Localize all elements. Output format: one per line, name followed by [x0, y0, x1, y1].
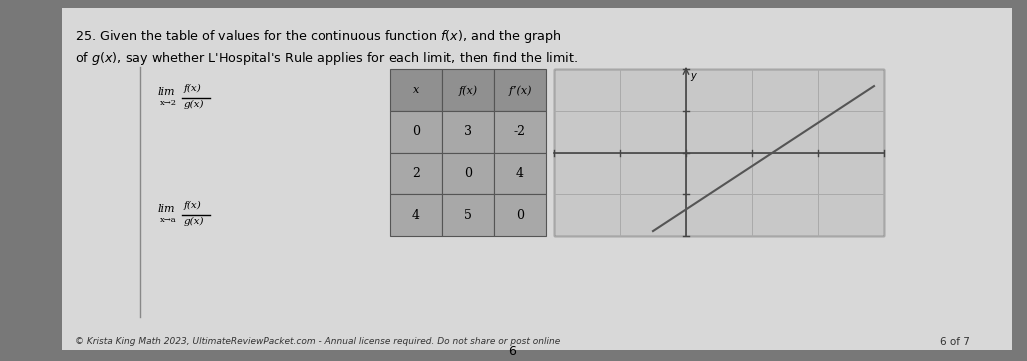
- Bar: [494, 69, 546, 111]
- Text: lim: lim: [158, 87, 176, 97]
- Bar: [390, 194, 442, 236]
- Bar: [390, 69, 442, 111]
- Bar: [494, 111, 546, 153]
- Text: 6: 6: [508, 345, 516, 358]
- Text: x→a: x→a: [160, 216, 177, 224]
- Text: f(x): f(x): [184, 84, 201, 93]
- Text: 25. Given the table of values for the continuous function $f(x)$, and the graph: 25. Given the table of values for the co…: [75, 28, 562, 45]
- Text: © Krista King Math 2023, UltimateReviewPacket.com - Annual license required. Do : © Krista King Math 2023, UltimateReviewP…: [75, 337, 561, 346]
- Bar: [442, 194, 494, 236]
- Text: 4: 4: [516, 167, 524, 180]
- Bar: [494, 153, 546, 194]
- Text: of $g(x)$, say whether L'Hospital's Rule applies for each limit, then find the l: of $g(x)$, say whether L'Hospital's Rule…: [75, 49, 578, 66]
- Text: x→2: x→2: [160, 99, 177, 107]
- Bar: [494, 194, 546, 236]
- Text: f(x): f(x): [458, 85, 478, 96]
- Text: g(x): g(x): [184, 217, 204, 226]
- Text: 0: 0: [412, 125, 420, 138]
- Bar: [442, 153, 494, 194]
- Text: 0: 0: [464, 167, 472, 180]
- Bar: [442, 69, 494, 111]
- Text: f’(x): f’(x): [508, 85, 532, 96]
- Bar: [442, 111, 494, 153]
- Text: 6 of 7: 6 of 7: [940, 337, 969, 347]
- Text: 3: 3: [464, 125, 472, 138]
- Text: y: y: [690, 71, 695, 81]
- Bar: [390, 111, 442, 153]
- Text: f(x): f(x): [184, 201, 201, 210]
- Text: lim: lim: [158, 204, 176, 214]
- Text: g(x): g(x): [184, 100, 204, 109]
- Text: x: x: [413, 85, 419, 95]
- Text: 5: 5: [464, 209, 472, 222]
- Text: 0: 0: [516, 209, 524, 222]
- Text: 2: 2: [412, 167, 420, 180]
- Bar: [554, 69, 884, 236]
- Bar: [390, 153, 442, 194]
- Text: -2: -2: [514, 125, 526, 138]
- Text: 4: 4: [412, 209, 420, 222]
